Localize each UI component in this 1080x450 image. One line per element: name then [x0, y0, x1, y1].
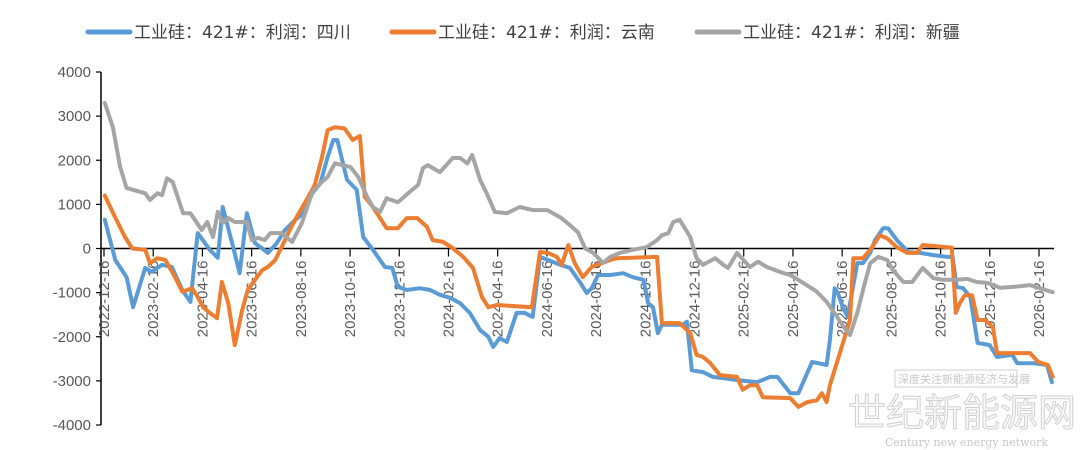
- y-tick-label: 4000: [58, 64, 91, 81]
- y-tick-label: -4000: [53, 417, 91, 434]
- y-tick-label: -1000: [53, 285, 91, 302]
- x-tick-label: 2023-10-16: [342, 261, 359, 338]
- y-tick-label: 0: [83, 241, 91, 258]
- legend-label: 工业硅：421#：利润：新疆: [743, 23, 960, 43]
- series-line-1: [102, 125, 1055, 409]
- watermark: 深度关注新能源经济与发展 世纪新能源网 Century new energy n…: [848, 369, 1077, 449]
- series-line-0: [102, 138, 1054, 396]
- legend-label: 工业硅：421#：利润：云南: [438, 23, 655, 43]
- y-axis: 4000 3000 2000 1000 0 -1000 -2000 -3000 -4000: [53, 64, 102, 434]
- y-tick-label: 1000: [58, 196, 91, 213]
- watermark-tagline-box: [894, 369, 1018, 388]
- x-tick-label: 2023-08-16: [293, 261, 310, 338]
- x-tick-label: 2024-12-16: [687, 261, 704, 338]
- x-tick-label: 2023-04-16: [194, 261, 211, 338]
- y-tick-label: -3000: [53, 373, 91, 390]
- x-tick-label: 2025-02-16: [736, 261, 753, 338]
- y-tick-label: 3000: [58, 108, 91, 125]
- series-line-2: [102, 100, 1055, 337]
- watermark-tagline: 深度关注新能源经济与发展: [898, 372, 1030, 386]
- x-tick-label: 2024-08-16: [588, 261, 605, 338]
- watermark-name: 世纪新能源网: [848, 391, 1076, 435]
- legend: 工业硅：421#：利润：四川 工业硅：421#：利润：云南 工业硅：421#：利润：…: [85, 23, 960, 43]
- watermark-english: Century new energy network: [885, 436, 1048, 449]
- series-lines: [102, 100, 1055, 409]
- y-tick-label: -2000: [53, 329, 91, 346]
- x-tick-label: 2026-02-16: [1031, 261, 1048, 338]
- x-tick-label: 2025-10-16: [933, 261, 950, 338]
- x-tick-label: 2024-04-16: [490, 261, 507, 338]
- x-tick-label: 2025-04-16: [785, 261, 802, 338]
- x-tick-label: 2022-12-16: [96, 261, 113, 338]
- y-tick-label: 2000: [58, 152, 91, 169]
- x-tick-label: 2023-02-16: [145, 261, 162, 338]
- x-tick-label: 2025-12-16: [982, 261, 999, 338]
- x-tick-label: 2025-08-16: [883, 261, 900, 338]
- x-tick-label: 2024-06-16: [539, 261, 556, 338]
- legend-label: 工业硅：421#：利润：四川: [134, 23, 351, 43]
